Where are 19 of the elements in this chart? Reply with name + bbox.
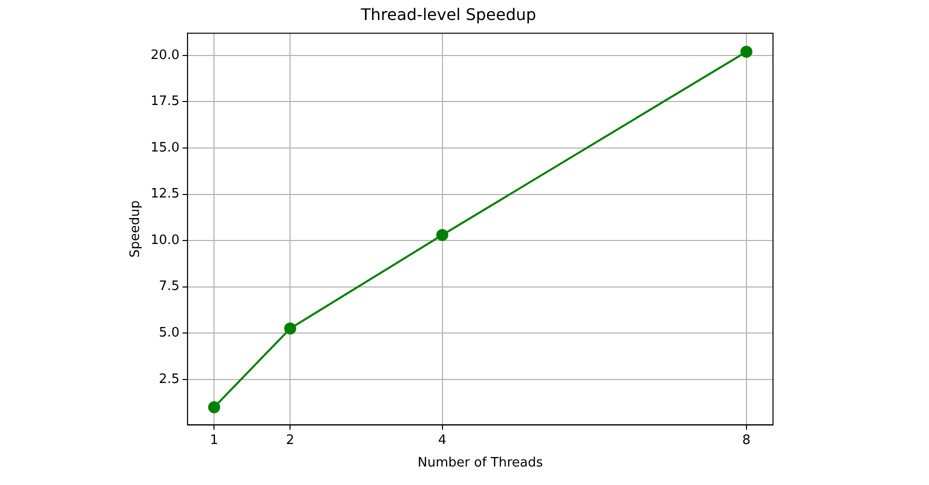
point: [208, 401, 220, 414]
point: [284, 322, 296, 335]
y-axis-title: Speedup: [128, 200, 144, 258]
x-tick-label: 8: [742, 432, 751, 448]
x-tick-label: 2: [286, 432, 294, 448]
y-tick-label: 12.5: [150, 186, 180, 202]
y-tick-label: 15.0: [150, 140, 180, 156]
x-tick-label: 1: [210, 432, 218, 448]
x-tick-label: 4: [438, 432, 446, 448]
y-tick-label: 7.5: [158, 279, 180, 294]
x-axis-title: Number of Threads: [418, 456, 544, 471]
y-tick-label: 5.0: [158, 326, 180, 341]
y-tick-label: 17.5: [150, 94, 180, 110]
point: [436, 229, 448, 242]
y-tick-label: 2.5: [158, 372, 180, 387]
point: [740, 46, 752, 58]
y-tick-label: 20.0: [150, 48, 180, 63]
chart-title: Thread-level Speedup: [360, 4, 536, 24]
y-tick-label: 10.0: [150, 232, 180, 248]
